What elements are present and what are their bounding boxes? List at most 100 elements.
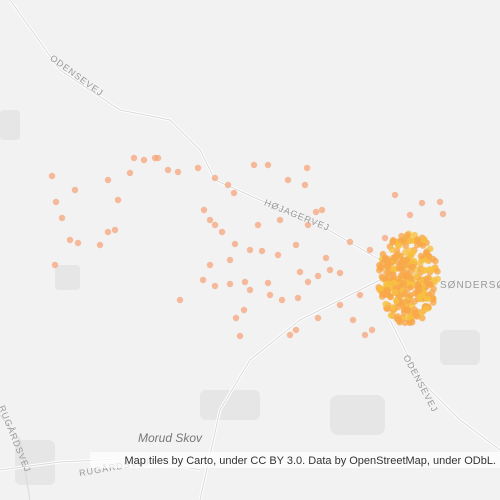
point: [211, 174, 219, 182]
point: [231, 240, 239, 248]
point: [368, 326, 376, 334]
point: [366, 246, 374, 254]
point: [314, 272, 322, 280]
point: [346, 238, 354, 246]
point: [393, 315, 401, 323]
place-label: Morud Skov: [138, 431, 203, 445]
point: [51, 261, 59, 269]
point: [402, 242, 409, 250]
point: [414, 236, 421, 243]
point: [384, 263, 391, 271]
point: [392, 253, 399, 260]
point: [126, 169, 134, 177]
point: [390, 271, 397, 279]
point: [174, 168, 182, 176]
point: [58, 214, 66, 222]
point: [230, 189, 238, 197]
point: [436, 198, 444, 206]
point: [349, 316, 357, 324]
point: [96, 241, 104, 249]
point: [111, 226, 119, 234]
point: [176, 296, 184, 304]
point: [409, 237, 416, 244]
point: [104, 228, 112, 236]
point: [420, 236, 428, 244]
point: [224, 181, 232, 189]
point: [387, 312, 395, 319]
point: [382, 300, 389, 308]
point: [276, 216, 284, 224]
point: [395, 241, 403, 249]
points: [48, 154, 447, 340]
point: [395, 275, 403, 283]
point: [434, 275, 441, 283]
point: [211, 282, 219, 290]
point: [294, 294, 302, 302]
point: [391, 191, 399, 199]
point: [434, 268, 441, 275]
point: [211, 221, 219, 229]
point: [400, 236, 408, 244]
point: [392, 289, 399, 296]
point: [426, 281, 434, 288]
point: [389, 238, 396, 246]
point: [413, 272, 420, 280]
point: [356, 291, 364, 299]
point: [390, 279, 397, 287]
point: [378, 273, 386, 281]
attribution-bg: [90, 452, 500, 468]
point: [226, 256, 234, 264]
point: [48, 172, 56, 180]
point: [140, 156, 148, 164]
attribution: Map tiles by Carto, under CC BY 3.0. Dat…: [124, 455, 496, 467]
point: [422, 305, 430, 313]
point: [322, 254, 330, 262]
point: [264, 161, 272, 169]
point: [404, 306, 412, 314]
point: [296, 268, 304, 276]
point: [401, 319, 409, 327]
point: [424, 274, 432, 282]
point: [206, 261, 214, 269]
point: [200, 206, 208, 214]
point: [292, 241, 300, 249]
point: [258, 247, 266, 255]
point: [226, 280, 234, 288]
point: [218, 228, 226, 236]
point: [414, 287, 421, 295]
point: [254, 221, 262, 229]
point: [425, 253, 433, 260]
point: [284, 176, 292, 184]
terrain: [0, 110, 480, 485]
point: [404, 231, 411, 239]
point: [164, 166, 172, 174]
point: [381, 256, 389, 264]
point: [236, 332, 244, 340]
point: [406, 211, 414, 219]
point: [407, 291, 414, 299]
point: [387, 293, 394, 300]
point: [394, 303, 402, 311]
point: [199, 276, 207, 284]
point: [418, 199, 426, 207]
point: [206, 216, 214, 224]
point: [74, 239, 82, 247]
point: [383, 269, 390, 276]
point: [266, 291, 274, 299]
point: [154, 154, 162, 162]
point: [430, 285, 437, 293]
point: [303, 164, 311, 172]
point: [286, 331, 294, 339]
point: [278, 296, 286, 304]
point: [408, 318, 416, 326]
point: [66, 236, 74, 244]
point: [318, 206, 326, 214]
point: [361, 331, 369, 339]
point: [264, 279, 272, 287]
point: [336, 301, 344, 309]
point: [377, 285, 385, 292]
point: [240, 306, 248, 314]
point: [232, 314, 240, 322]
